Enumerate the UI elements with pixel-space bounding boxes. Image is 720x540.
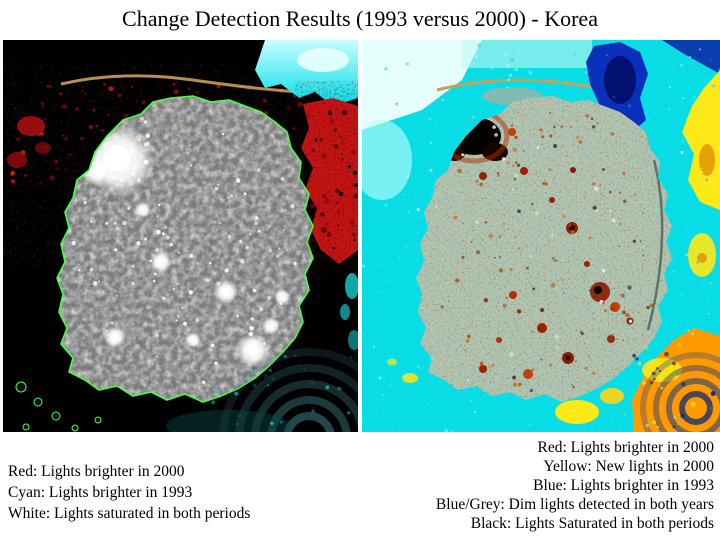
teal-haze (166, 410, 290, 432)
right-change-map-svg (362, 40, 720, 432)
bottom-right-change-zone (632, 328, 720, 432)
left-legend: Red: Lights brighter in 2000 Cyan: Light… (8, 461, 250, 524)
legend-line: Black: Lights Saturated in both periods (470, 515, 714, 532)
legend-line: White: Lights saturated in both periods (8, 505, 251, 522)
legend-line: Yellow: New lights in 2000 (543, 458, 714, 475)
red-speckle-band (10, 82, 303, 185)
cyan-corner-patch (255, 40, 358, 106)
legend-line: Blue/Grey: Dim lights detected in both y… (435, 496, 714, 513)
north-coastline (60, 74, 304, 94)
dim-light-dots (435, 111, 654, 393)
cyan-speckle (211, 354, 353, 426)
bottom-right-speckle (632, 342, 716, 429)
right-landmass (416, 96, 672, 402)
east-coast-line (646, 159, 664, 331)
yellow-new-lights-patches (387, 70, 720, 424)
sea-speckle (362, 41, 720, 432)
white-sea-patch (362, 40, 592, 200)
left-change-map-svg (3, 40, 358, 432)
left-change-map (3, 40, 358, 432)
legend-line: Cyan: Lights brighter in 1993 (8, 484, 193, 501)
interference-rings-right (640, 352, 720, 432)
legend-line: Red: Lights brighter in 2000 (8, 463, 185, 480)
island-outlines (15, 381, 102, 432)
small-city-lights (71, 116, 297, 384)
right-legend: Red: Lights brighter in 2000 Yellow: New… (436, 438, 714, 533)
legend-line: Blue: Lights brighter in 1993 (533, 477, 714, 494)
blue-change-blob (586, 42, 648, 134)
legend-line: Red: Lights brighter in 2000 (537, 439, 714, 456)
cyan-edge-patches (340, 273, 358, 350)
interference-rings (219, 348, 358, 432)
right-change-map (362, 40, 720, 432)
slide-title: Change Detection Results (1993 versus 20… (122, 6, 598, 31)
coastline-outline-green (56, 95, 314, 403)
